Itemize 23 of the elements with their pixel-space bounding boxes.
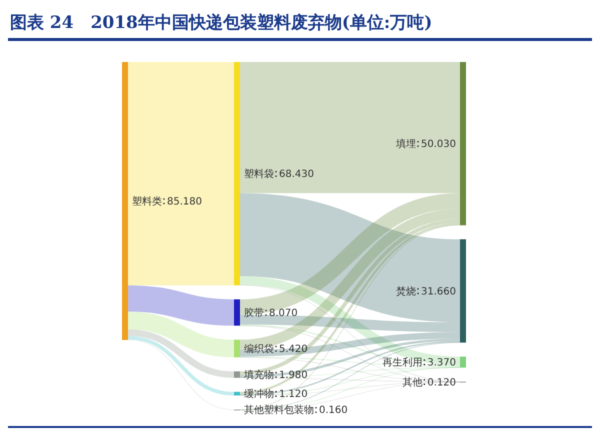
data-label: 50.030	[421, 139, 456, 150]
category-label: 胶带	[244, 307, 264, 319]
data-label: 3.370	[427, 358, 456, 369]
category-label: 塑料袋	[244, 168, 274, 180]
category-label: 填充物	[243, 369, 274, 382]
data-label: 1.980	[279, 370, 308, 382]
data-label: 31.660	[421, 286, 456, 298]
data-label: 0.160	[319, 405, 348, 416]
category-label: 填埋	[395, 138, 416, 150]
data-label: 0.120	[427, 377, 456, 388]
data-label: 68.430	[279, 169, 314, 180]
category-label: 塑料类	[132, 196, 162, 208]
category-label: 焚烧	[396, 285, 416, 298]
text: 图表 24 2018年中国快递包装塑料废弃物(单位:万吨)	[10, 12, 432, 33]
category-label: 编织袋	[244, 343, 274, 356]
category-label: 其他	[402, 376, 422, 388]
data-label: 85.180	[167, 196, 202, 208]
category-label: 缓冲物	[244, 388, 274, 400]
data-label: 1.120	[279, 389, 308, 400]
category-label: 其他塑料包装物	[244, 404, 314, 416]
data-label: 8.070	[269, 308, 298, 319]
data-label: 5.420	[279, 344, 308, 356]
category-label: 再生利用	[382, 356, 422, 369]
